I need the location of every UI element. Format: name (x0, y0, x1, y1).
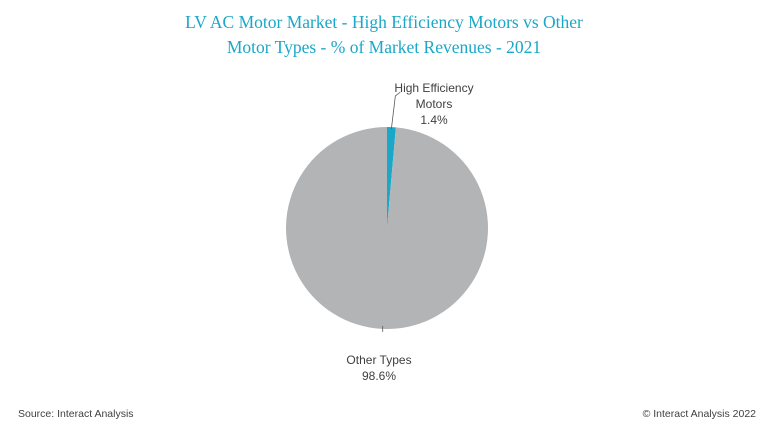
chart-title-line-1: LV AC Motor Market - High Efficiency Mot… (185, 12, 583, 32)
leader-lines (382, 91, 401, 332)
pie-slice-1 (285, 127, 488, 329)
slice-category-label-0: High Efficiency (394, 81, 473, 95)
pie-slices (285, 127, 488, 329)
copyright-note: © Interact Analysis 2022 (642, 408, 756, 420)
slice-category-label-0: Motors (416, 97, 453, 111)
source-note: Source: Interact Analysis (18, 408, 134, 420)
chart-title-line-2: Motor Types - % of Market Revenues - 202… (226, 37, 542, 57)
slice-value-label-0: 1.4% (420, 113, 448, 127)
leader-line-0 (390, 91, 401, 130)
pie-slice-0 (387, 127, 396, 228)
chart-title: LV AC Motor Market - High Efficiency Mot… (0, 10, 768, 60)
slice-category-label-1: Other Types (346, 353, 411, 367)
slice-labels: High Efficiency Motors 1.4% Other Types 98.6… (346, 81, 473, 383)
slice-value-label-1: 98.6% (362, 369, 396, 383)
